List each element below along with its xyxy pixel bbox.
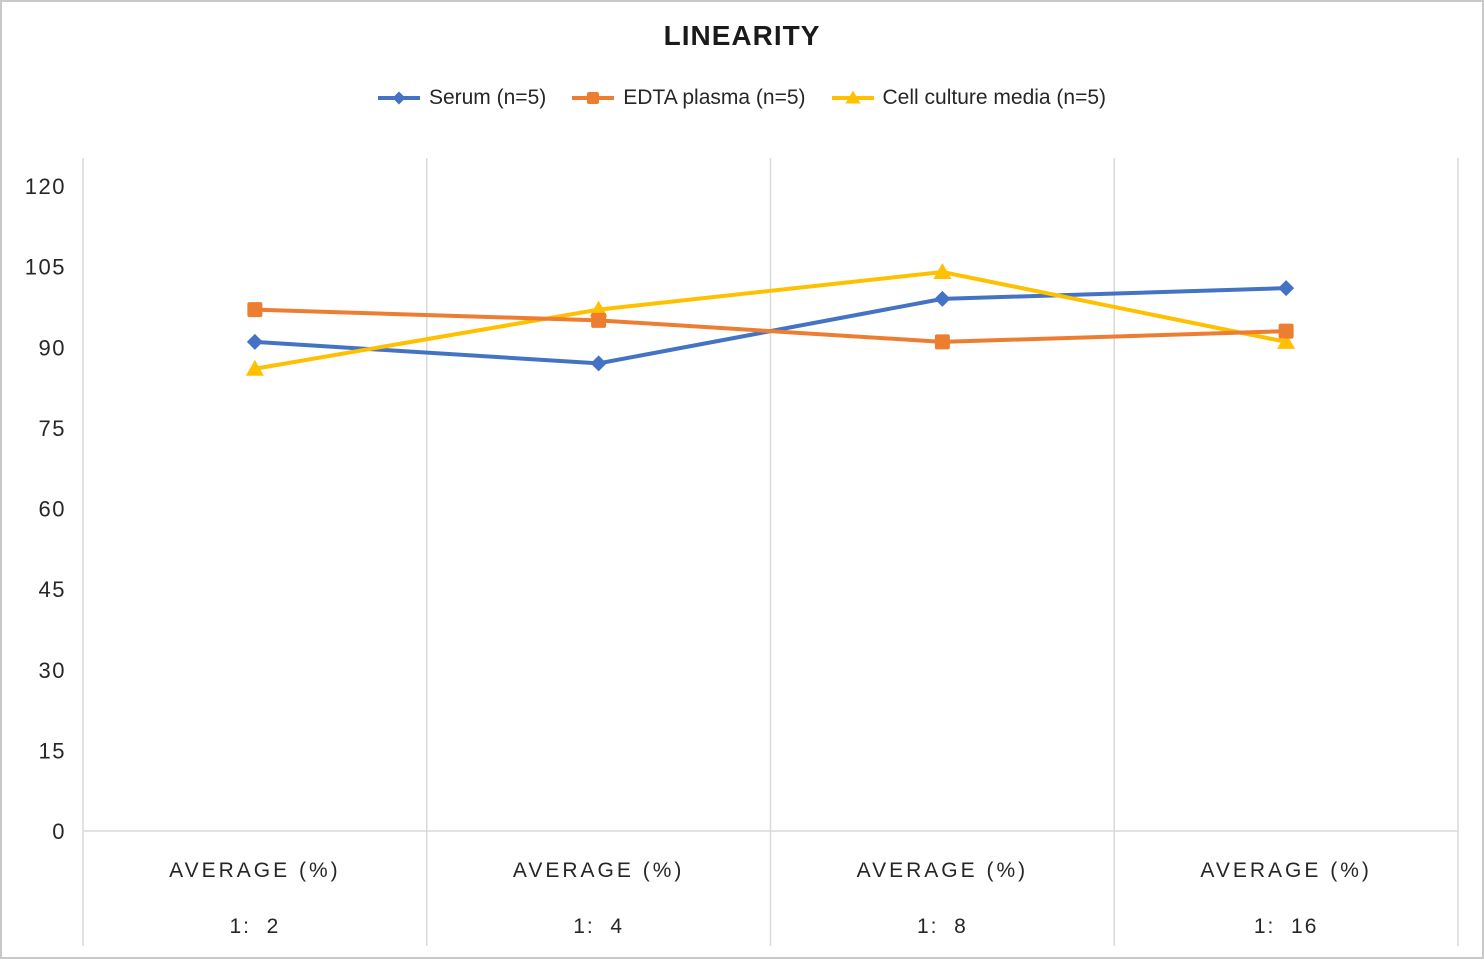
x-axis-labels: AVERAGE (%) 1: 2 AVERAGE (%) 1: 4 AVERAGE (%… [169,859,1371,938]
chart-legend: Serum (n=5) EDTA plasma (n=5) Cell cultu… [0,86,1484,110]
square-marker-icon [934,334,950,350]
x-category-group-label: AVERAGE (%) [513,859,684,882]
serum-line-marker-icon [377,91,420,105]
y-tick-label: 0 [52,819,66,844]
square-marker-icon [247,302,263,318]
gridlines [82,158,1459,946]
x-category-group-label: AVERAGE (%) [169,859,340,882]
square-marker-icon [1278,323,1294,339]
y-tick-label: 15 [39,738,66,763]
square-marker-icon [591,312,607,328]
x-category-group-label: AVERAGE (%) [1200,859,1371,882]
legend-item-cell-culture-media: Cell culture media (n=5) [831,86,1107,110]
diamond-marker-icon [392,91,406,105]
triangle-marker-icon [589,300,608,317]
legend-item-serum: Serum (n=5) [377,86,547,110]
triangle-marker-icon [1277,332,1296,349]
x-category-dilution-label: 1: 2 [229,915,280,938]
series-edta-plasma-n-5 [247,302,1294,350]
y-tick-label: 90 [39,335,66,360]
y-tick-label: 30 [39,658,66,683]
y-tick-label: 45 [39,577,66,602]
cell-culture-media-line-marker-icon [831,90,874,104]
series-line [252,270,1289,371]
y-tick-label: 120 [25,174,66,199]
legend-label: Cell culture media (n=5) [882,86,1107,109]
x-category-dilution-label: 1: 4 [573,915,624,938]
diamond-marker-icon [1278,280,1295,297]
series-cell-culture-media-n-5 [245,263,1296,376]
legend-item-edta-plasma: EDTA plasma (n=5) [572,86,806,110]
x-category-dilution-label: 1: 16 [1254,915,1319,938]
chart-title: LINEARITY [663,20,821,51]
x-category-group-label: AVERAGE (%) [857,859,1028,882]
triangle-marker-icon [845,90,861,104]
y-tick-label: 105 [25,255,66,280]
square-marker-icon [587,92,600,104]
y-tick-label: 75 [39,416,66,441]
x-category-dilution-label: 1: 8 [917,915,968,938]
diamond-marker-icon [246,333,263,350]
y-axis-labels: 0 15 30 45 60 75 90 105 120 [25,174,66,844]
series-line [252,307,1289,344]
legend-label: EDTA plasma (n=5) [623,86,806,109]
edta-plasma-line-marker-icon [572,92,615,104]
diamond-marker-icon [590,355,607,372]
triangle-marker-icon [933,263,952,279]
triangle-marker-icon [245,359,264,376]
diamond-marker-icon [934,290,951,307]
y-tick-label: 60 [39,497,66,522]
legend-label: Serum (n=5) [428,86,547,109]
